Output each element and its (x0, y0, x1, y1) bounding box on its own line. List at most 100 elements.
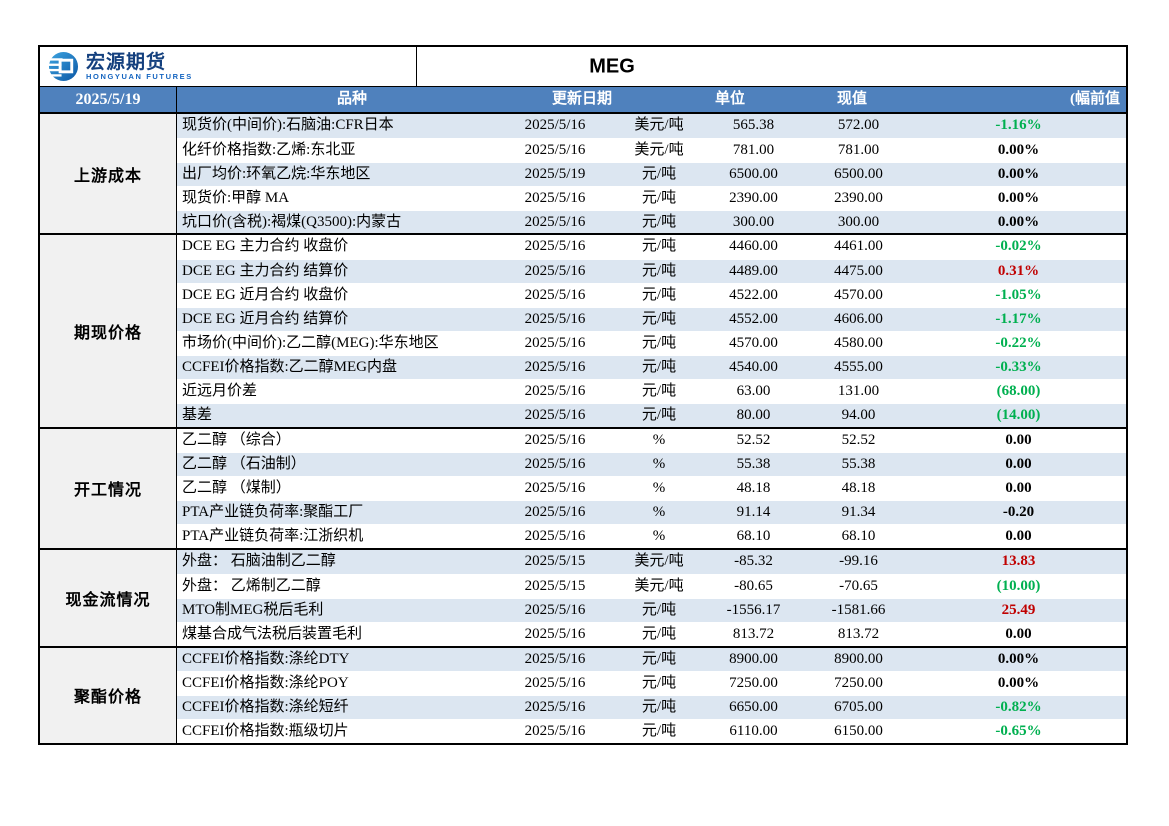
row-current-value: 2390.00 (729, 189, 778, 206)
row-change-value: -0.65% (995, 723, 1042, 740)
row-name: PTA产业链负荷率:聚酯工厂 (182, 504, 364, 521)
section-1: 期现价格 DCE EG 主力合约 收盘价 2025/5/16 元/吨 4460.00 44… (40, 233, 1126, 427)
row-name: 乙二醇 （石油制） (182, 456, 306, 473)
table-row: CCFEI价格指数:涤纶DTY 2025/5/16 元/吨 8900.00 8900.0… (177, 647, 1126, 672)
row-previous-value: 8900.00 (834, 650, 883, 667)
row-previous-value: 4461.00 (834, 238, 883, 255)
row-unit: % (652, 480, 666, 497)
row-name: MTO制MEG税后毛利 (182, 601, 324, 618)
row-name: 乙二醇 （煤制） (182, 480, 291, 497)
row-current-value: 6650.00 (729, 699, 778, 716)
row-update-date: 2025/5/16 (524, 213, 586, 230)
row-change-value: 25.49 (1001, 601, 1036, 618)
table-row: 煤基合成气法税后装置毛利 2025/5/16 元/吨 813.72 813.72 0.00 (177, 621, 1126, 646)
table-row: DCE EG 主力合约 结算价 2025/5/16 元/吨 4489.00 4475.0… (177, 259, 1126, 284)
row-previous-value: 572.00 (837, 117, 880, 133)
row-unit: % (652, 504, 666, 521)
logo-name-cn: 宏源期货 (86, 51, 167, 73)
row-name: 市场价(中间价):乙二醇(MEG):华东地区 (182, 335, 439, 352)
table-row: 乙二醇 （煤制） 2025/5/16% 48.18 48.18 0.00 (177, 476, 1126, 501)
row-update-date: 2025/5/16 (524, 504, 586, 521)
row-update-date: 2025/5/16 (524, 699, 586, 716)
row-previous-value: 68.10 (841, 528, 876, 545)
row-change-value: 13.83 (1001, 553, 1036, 570)
row-previous-value: 4570.00 (834, 287, 883, 304)
row-previous-value: 4606.00 (834, 311, 883, 328)
row-change-value: 0.00% (997, 213, 1040, 230)
row-change-value: -0.82% (995, 699, 1042, 716)
row-change-value: 0.31% (997, 263, 1040, 280)
row-current-value: 7250.00 (729, 675, 778, 692)
row-name: 坑口价(含税):褐煤(Q3500):内蒙古 (182, 213, 402, 230)
row-unit: 元/吨 (641, 238, 677, 255)
row-update-date: 2025/5/16 (524, 141, 586, 158)
row-name: 化纤价格指数:乙烯:东北亚 (182, 141, 356, 158)
row-current-value: -80.65 (734, 577, 773, 594)
row-change-value: 0.00% (997, 141, 1040, 158)
row-change-value: 0.00% (997, 165, 1040, 182)
row-previous-value: 94.00 (841, 406, 876, 423)
section-label: 期现价格 (40, 235, 177, 427)
row-name: 外盘： 乙烯制乙二醇 (182, 577, 321, 594)
table-row: 近远月价差 2025/5/16 元/吨 63.00 131.00 (68.00) (177, 378, 1126, 403)
row-name: 现货价:甲醇 MA (182, 189, 290, 206)
row-unit: 元/吨 (641, 601, 677, 618)
row-current-value: 4489.00 (729, 263, 778, 280)
row-current-value: 68.10 (736, 528, 771, 545)
row-unit: % (652, 528, 666, 545)
row-previous-value: 4580.00 (834, 335, 883, 352)
logo-text: 宏源期货 HONGYUAN FUTURES (86, 53, 193, 81)
row-current-value: 813.72 (732, 625, 775, 642)
column-header-row: 2025/5/19 品种 更新日期 单位 现值 (幅前值 (40, 87, 1126, 114)
table-row: PTA产业链负荷率:江浙织机 2025/5/16% 68.10 68.10 0.00 (177, 524, 1126, 549)
row-current-value: 781.00 (732, 141, 775, 158)
row-current-value: 52.52 (736, 431, 771, 448)
row-update-date: 2025/5/16 (524, 601, 586, 618)
row-change-value: (68.00) (996, 382, 1041, 399)
table-row: MTO制MEG税后毛利 2025/5/16 元/吨 -1556.17 -1581.66 2… (177, 597, 1126, 622)
section-label: 上游成本 (40, 114, 177, 234)
column-header-current: 现值 (836, 91, 868, 107)
row-name: DCE EG 主力合约 结算价 (182, 263, 349, 280)
table-row: PTA产业链负荷率:聚酯工厂 2025/5/16% 91.14 91.34 -0.20 (177, 500, 1126, 525)
row-change-value: 0.00 (1005, 456, 1032, 473)
row-change-value: 0.00 (1005, 480, 1032, 497)
row-previous-value: 7250.00 (834, 675, 883, 692)
table-row: 乙二醇 （综合） 2025/5/16% 52.52 52.52 0.00 (177, 428, 1126, 453)
row-previous-value: 2390.00 (834, 189, 883, 206)
row-current-value: 48.18 (736, 480, 771, 497)
table-row: 现货价(中间价):石脑油:CFR日本 2025/5/16 美元/吨 565.38 572… (177, 114, 1126, 138)
section-rows: DCE EG 主力合约 收盘价 2025/5/16 元/吨 4460.00 4461.0… (177, 235, 1126, 427)
row-current-value: 4570.00 (729, 335, 778, 352)
row-change-value: 0.00% (997, 189, 1040, 206)
row-name: CCFEI价格指数:涤纶短纤 (182, 699, 349, 716)
row-unit: 元/吨 (641, 382, 677, 399)
row-name: DCE EG 近月合约 收盘价 (182, 287, 349, 304)
table-row: 化纤价格指数:乙烯:东北亚 2025/5/16 美元/吨 781.00 781.00 0.… (177, 137, 1126, 162)
report-title: MEG (589, 55, 635, 77)
row-previous-value: 131.00 (837, 382, 880, 399)
report-date: 2025/5/19 (40, 87, 177, 112)
row-update-date: 2025/5/16 (524, 189, 586, 206)
table-row: CCFEI价格指数:涤纶短纤 2025/5/16 元/吨 6650.00 6705.00… (177, 695, 1126, 720)
row-update-date: 2025/5/16 (524, 528, 586, 545)
table-row: CCFEI价格指数:涤纶POY 2025/5/16 元/吨 7250.00 7250.0… (177, 671, 1126, 696)
row-change-value: -1.16% (995, 117, 1042, 133)
row-unit: 元/吨 (641, 263, 677, 280)
row-current-value: 6110.00 (729, 723, 778, 740)
column-header-update-date: 更新日期 (551, 91, 613, 107)
row-update-date: 2025/5/16 (524, 287, 586, 304)
row-unit: 元/吨 (641, 189, 677, 206)
table-row: 外盘： 石脑油制乙二醇 2025/5/15 美元/吨 -85.32 -99.16 13.8… (177, 550, 1126, 574)
column-header-change: (幅前值 (1070, 91, 1120, 107)
row-unit: 元/吨 (641, 406, 677, 423)
row-name: 乙二醇 （综合） (182, 431, 291, 448)
column-header-category: 品种 (336, 91, 368, 107)
row-name: 外盘： 石脑油制乙二醇 (182, 553, 336, 570)
row-name: CCFEI价格指数:乙二醇MEG内盘 (182, 358, 398, 375)
row-current-value: 4522.00 (729, 287, 778, 304)
row-unit: % (652, 456, 666, 473)
row-change-value: -0.20 (1002, 504, 1035, 521)
row-current-value: 6500.00 (729, 165, 778, 182)
section-4: 聚酯价格 CCFEI价格指数:涤纶DTY 2025/5/16 元/吨 8900.00 89… (40, 645, 1126, 744)
